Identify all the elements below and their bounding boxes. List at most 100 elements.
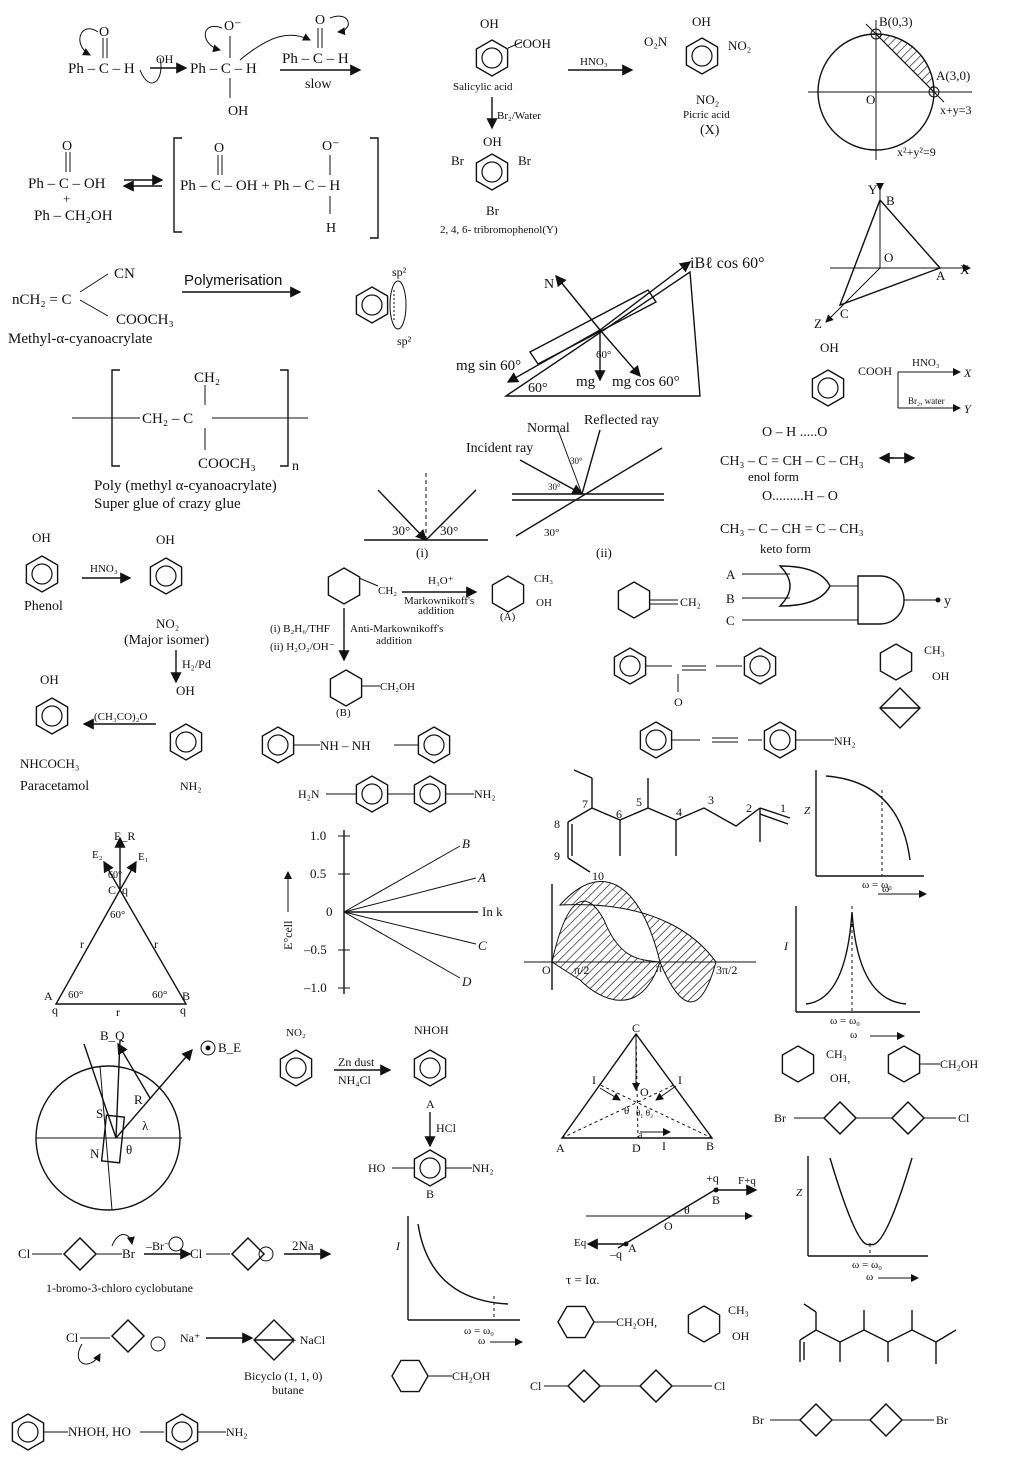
cn-label: CN bbox=[114, 266, 135, 282]
hatched-area-2 bbox=[558, 881, 717, 1003]
incident-i bbox=[377, 489, 427, 542]
gate-a: A bbox=[726, 567, 736, 582]
dp-o: O bbox=[664, 1219, 673, 1233]
bracket-left bbox=[173, 137, 182, 233]
benzidine-h2n: H₂N bbox=[298, 787, 320, 801]
normal-label: N bbox=[544, 277, 554, 292]
bottom-sq-1 bbox=[567, 1369, 601, 1403]
bottom-phenylhydroxylamine bbox=[11, 1413, 45, 1451]
ecell-vs-lnk: 1.0 0.5 0 –0.5 –1.0 B A C D In k E°cell bbox=[281, 828, 503, 995]
reflected-label: Reflected ray bbox=[584, 413, 659, 428]
wurtz-reaction: Cl Br –Br⁻ Cl 2Na 1-bromo-3-chloro cyclo… bbox=[18, 1234, 332, 1295]
curved-arrow-2 bbox=[139, 57, 162, 84]
gz2-z: Z bbox=[796, 1187, 803, 1199]
cen-o: O bbox=[640, 1085, 649, 1099]
bottom-oh: OH bbox=[732, 1329, 750, 1343]
cen-c: C bbox=[632, 1021, 640, 1035]
azo-nh2: NH₂ bbox=[834, 734, 856, 748]
c5: 5 bbox=[636, 795, 642, 809]
and-gate bbox=[857, 575, 905, 625]
c1-double bbox=[759, 813, 789, 825]
sine-o: O bbox=[542, 963, 551, 977]
force-label: iBℓ cos 60° bbox=[690, 255, 765, 272]
label-theta: θ bbox=[126, 1142, 132, 1157]
w-plus-circle bbox=[258, 1246, 274, 1262]
nitrobenzene-reduction: NO₂ Zn dust NH₄Cl NHOH A HCl HO NH₂ B bbox=[279, 1023, 494, 1201]
aminophenol-ring-2 bbox=[413, 1149, 447, 1187]
ytick-4: –0.5 bbox=[303, 942, 327, 957]
nitrophenol-ring bbox=[149, 557, 183, 595]
angle-i-right: 30° bbox=[440, 523, 458, 538]
sine-3pi2: 3π/2 bbox=[716, 963, 737, 977]
dipole-in-field: +q F+q B O θ Eq –q A τ = Iα. bbox=[566, 1171, 758, 1287]
bottom-ethyl bbox=[803, 1303, 817, 1313]
angle-base: 60° bbox=[528, 381, 548, 396]
e1-label: E₁ bbox=[138, 851, 149, 863]
z-axis-3d bbox=[825, 267, 881, 323]
nh4cl-label: NH₄Cl bbox=[338, 1073, 372, 1087]
poly-chain: CH₂ – C bbox=[142, 411, 193, 427]
gi2-curve bbox=[417, 1223, 509, 1305]
w-br: Br bbox=[122, 1246, 136, 1261]
bottom-sq-3 bbox=[799, 1403, 833, 1437]
cooch3-label: COOCH₃ bbox=[116, 312, 174, 328]
nitro-oh: OH bbox=[156, 532, 175, 547]
bottom-hex-3 bbox=[687, 1305, 721, 1343]
gate-y: y bbox=[944, 594, 951, 609]
amino-nh2: NH₂ bbox=[180, 779, 202, 793]
tribromo-ring bbox=[475, 153, 509, 191]
ph-c-h-2: Ph – C – H bbox=[190, 61, 257, 77]
hydrazo-nhnh: NH – NH bbox=[320, 738, 371, 753]
triangle-centroid: C I I O θ θ₁ θ₂ A D I B a bbox=[556, 1021, 714, 1155]
label-line-c: C bbox=[478, 938, 487, 953]
radius-arrow bbox=[115, 1048, 193, 1139]
salicylic-cooh: COOH bbox=[514, 36, 551, 51]
c9: 9 bbox=[554, 849, 560, 863]
rod-on-incline bbox=[528, 289, 658, 365]
bond-cooh bbox=[507, 41, 523, 49]
c10: 10 bbox=[592, 869, 604, 883]
cb-br: Br bbox=[774, 1111, 786, 1125]
graph-z-u-shape: Z ω = ω₀ ω bbox=[796, 1156, 928, 1283]
zn-label: Zn dust bbox=[338, 1055, 375, 1069]
monomer: nCH₂ = C bbox=[12, 292, 72, 308]
w-name: 1-bromo-3-chloro cyclobutane bbox=[46, 1281, 193, 1295]
logic-gates: A B C y bbox=[726, 565, 951, 628]
bc-name-1: Bicyclo (1, 1, 0) bbox=[244, 1369, 322, 1383]
cen-d: D bbox=[632, 1141, 641, 1155]
cen-theta12: θ₁ θ₂ bbox=[636, 1108, 653, 1118]
bc-curved-arrow bbox=[77, 1343, 101, 1365]
charge-b: q bbox=[180, 1003, 186, 1017]
gate-b: B bbox=[726, 591, 735, 606]
tribromo-name: 2, 4, 6- tribromophenol(Y) bbox=[440, 224, 558, 236]
amino-oh: OH bbox=[176, 683, 195, 698]
label-be: B_E bbox=[218, 1040, 241, 1055]
line-a bbox=[343, 877, 477, 913]
gi-w0: ω = ω₀ bbox=[830, 1015, 860, 1027]
product-a-ring bbox=[491, 575, 525, 613]
bond-cooch3 bbox=[79, 299, 109, 317]
curved-arrow-4 bbox=[239, 33, 311, 61]
poly-cooch3: COOCH₃ bbox=[198, 456, 256, 472]
label-i: (i) bbox=[416, 545, 428, 560]
h3o-label: H₃O⁺ bbox=[428, 575, 454, 587]
c1: 1 bbox=[780, 801, 786, 815]
bc-nacl: + NaCl bbox=[290, 1333, 326, 1347]
alc-oh: OH, bbox=[830, 1071, 850, 1085]
a-ch3: CH₃ bbox=[534, 573, 553, 585]
dipole-axis bbox=[617, 1187, 719, 1249]
gate-c: C bbox=[726, 613, 735, 628]
picric-name: Picric acid bbox=[683, 109, 730, 121]
ho-label: HO bbox=[368, 1161, 386, 1175]
w-ring-1 bbox=[63, 1237, 97, 1271]
methylcyclohexanol bbox=[879, 643, 913, 681]
bottom-hex-2 bbox=[557, 1305, 595, 1339]
label-ii: (ii) bbox=[596, 545, 612, 560]
angle-top-a: 60° bbox=[108, 870, 122, 881]
tribromo-br-bottom: Br bbox=[486, 203, 500, 218]
poly-ch2: CH₂ bbox=[194, 370, 220, 386]
picric-ring bbox=[685, 37, 719, 75]
carbon-chain: 1 2 3 4 5 6 7 8 9 10 bbox=[554, 769, 791, 883]
hcl-label: HCl bbox=[436, 1121, 457, 1135]
be-line bbox=[115, 1039, 121, 1139]
